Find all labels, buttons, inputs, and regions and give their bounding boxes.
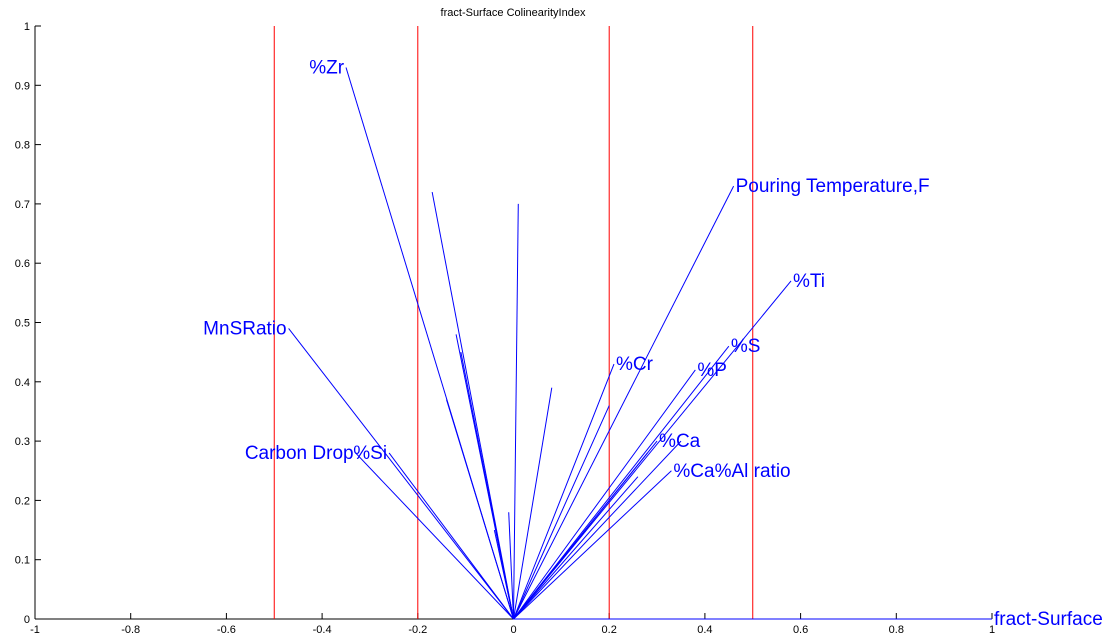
x-tick-label: 0.8 — [889, 624, 904, 636]
vector-line — [493, 529, 514, 620]
vector-line — [288, 328, 514, 620]
axes: -1 -0.8 -0.6 -0.4 -0.2 0 0.2 0.4 0.6 0.8 1 0 0.1 0.2 0… — [15, 21, 995, 636]
vector-label: fract-Surface — [994, 609, 1103, 630]
y-tick-label: 0.5 — [15, 318, 30, 330]
vector-line — [513, 387, 553, 620]
vector-label: %Cr — [616, 354, 654, 375]
vector-lines — [288, 67, 992, 620]
y-tick-label: 0.3 — [15, 436, 30, 448]
vector-line — [355, 452, 514, 620]
x-tick-label: -0.4 — [313, 624, 332, 636]
vector-line — [513, 363, 615, 620]
y-tick-label: 0.4 — [15, 377, 30, 389]
y-tick-label: 0.1 — [15, 555, 30, 567]
x-tick-label: 0.4 — [697, 624, 712, 636]
vector-label: MnSRatio — [203, 318, 286, 339]
y-tick-label: 0.6 — [15, 258, 30, 270]
vector-labels: %Zr MnSRatio Carbon Drop %Si Pouring Tempera… — [203, 58, 1103, 630]
vector-line — [513, 203, 519, 620]
vector-label: %P — [697, 360, 727, 381]
x-tick-label: -0.6 — [217, 624, 236, 636]
x-tick-label: -0.2 — [408, 624, 427, 636]
vector-line — [513, 452, 648, 620]
vector-label: %Ca%Al ratio — [673, 461, 790, 482]
vector-label: %Si — [353, 443, 387, 464]
vector-line — [513, 280, 792, 620]
y-tick-label: 0 — [24, 614, 30, 626]
y-tick-label: 0.9 — [15, 80, 30, 92]
vector-label: %Ca — [659, 431, 701, 452]
x-tick-label: 0 — [510, 624, 516, 636]
vector-line — [513, 476, 639, 620]
vector-line — [508, 512, 514, 620]
vector-line — [513, 440, 682, 620]
y-tick-label: 0.2 — [15, 495, 30, 507]
vector-line — [513, 405, 610, 620]
x-tick-label: -0.8 — [121, 624, 140, 636]
vector-line — [513, 185, 735, 620]
x-tick-label: 0.2 — [602, 624, 617, 636]
vector-label: %Zr — [309, 58, 345, 79]
vector-label: Carbon Drop — [245, 443, 354, 464]
vector-label: Pouring Temperature,F — [736, 176, 930, 197]
vector-label: %S — [731, 336, 761, 357]
vector-line — [388, 452, 514, 620]
x-tick-label: -1 — [30, 624, 40, 636]
y-tick-label: 0.8 — [15, 140, 30, 152]
vector-label: %Ti — [793, 271, 825, 292]
x-tick-label: 0.6 — [793, 624, 808, 636]
chart-title: fract-Surface ColinearityIndex — [441, 7, 586, 19]
vector-line — [513, 345, 730, 620]
vector-line — [513, 470, 672, 620]
reference-lines — [273, 26, 754, 619]
vector-line — [446, 399, 514, 620]
y-tick-label: 1 — [24, 21, 30, 33]
x-tick-label: 1 — [989, 624, 995, 636]
y-tick-label: 0.7 — [15, 199, 30, 211]
vector-line — [513, 369, 696, 620]
vector-line — [460, 352, 514, 620]
